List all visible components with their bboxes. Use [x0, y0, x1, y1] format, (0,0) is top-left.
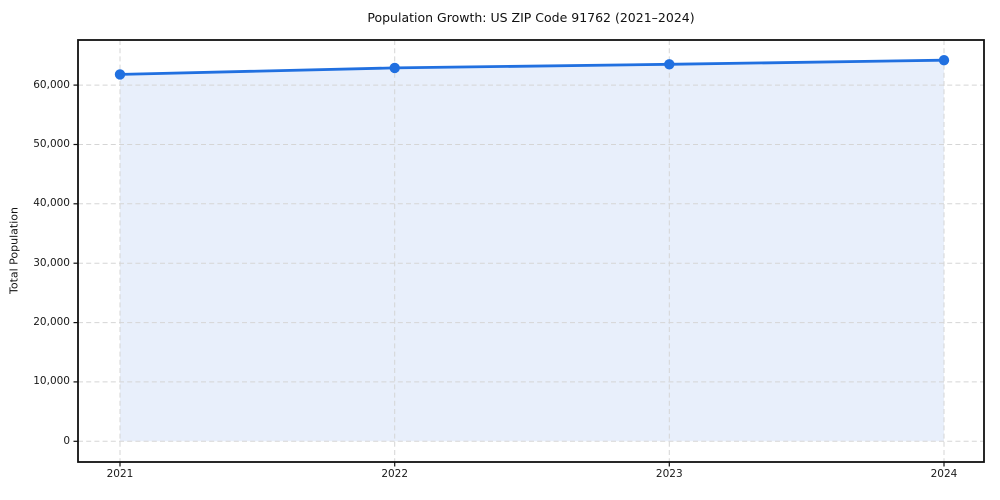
area-fill	[120, 60, 944, 442]
x-tick-label: 2022	[381, 468, 409, 480]
plot-border	[77, 39, 985, 463]
x-tick-label: 2024	[930, 468, 958, 480]
y-tick-label: 20,000	[33, 316, 70, 329]
y-tick-label: 30,000	[33, 256, 70, 269]
y-tick-label: 50,000	[33, 138, 70, 150]
data-line	[118, 58, 946, 76]
gridlines	[78, 40, 984, 462]
x-tick-label: 2023	[655, 468, 683, 480]
data-point	[938, 55, 950, 66]
y-tick-label: 10,000	[33, 375, 70, 388]
x-tick-label: 2021	[106, 468, 134, 480]
y-tick-label: 60,000	[33, 78, 70, 91]
y-tick-label: 40,000	[33, 197, 70, 210]
y-tick-label: 0	[63, 434, 70, 447]
data-point	[389, 62, 400, 74]
data-point	[114, 69, 126, 80]
chart-title: Population Growth: US ZIP Code 91762 (20…	[367, 10, 695, 25]
data-point	[664, 59, 675, 70]
axis-ticks	[73, 84, 945, 467]
